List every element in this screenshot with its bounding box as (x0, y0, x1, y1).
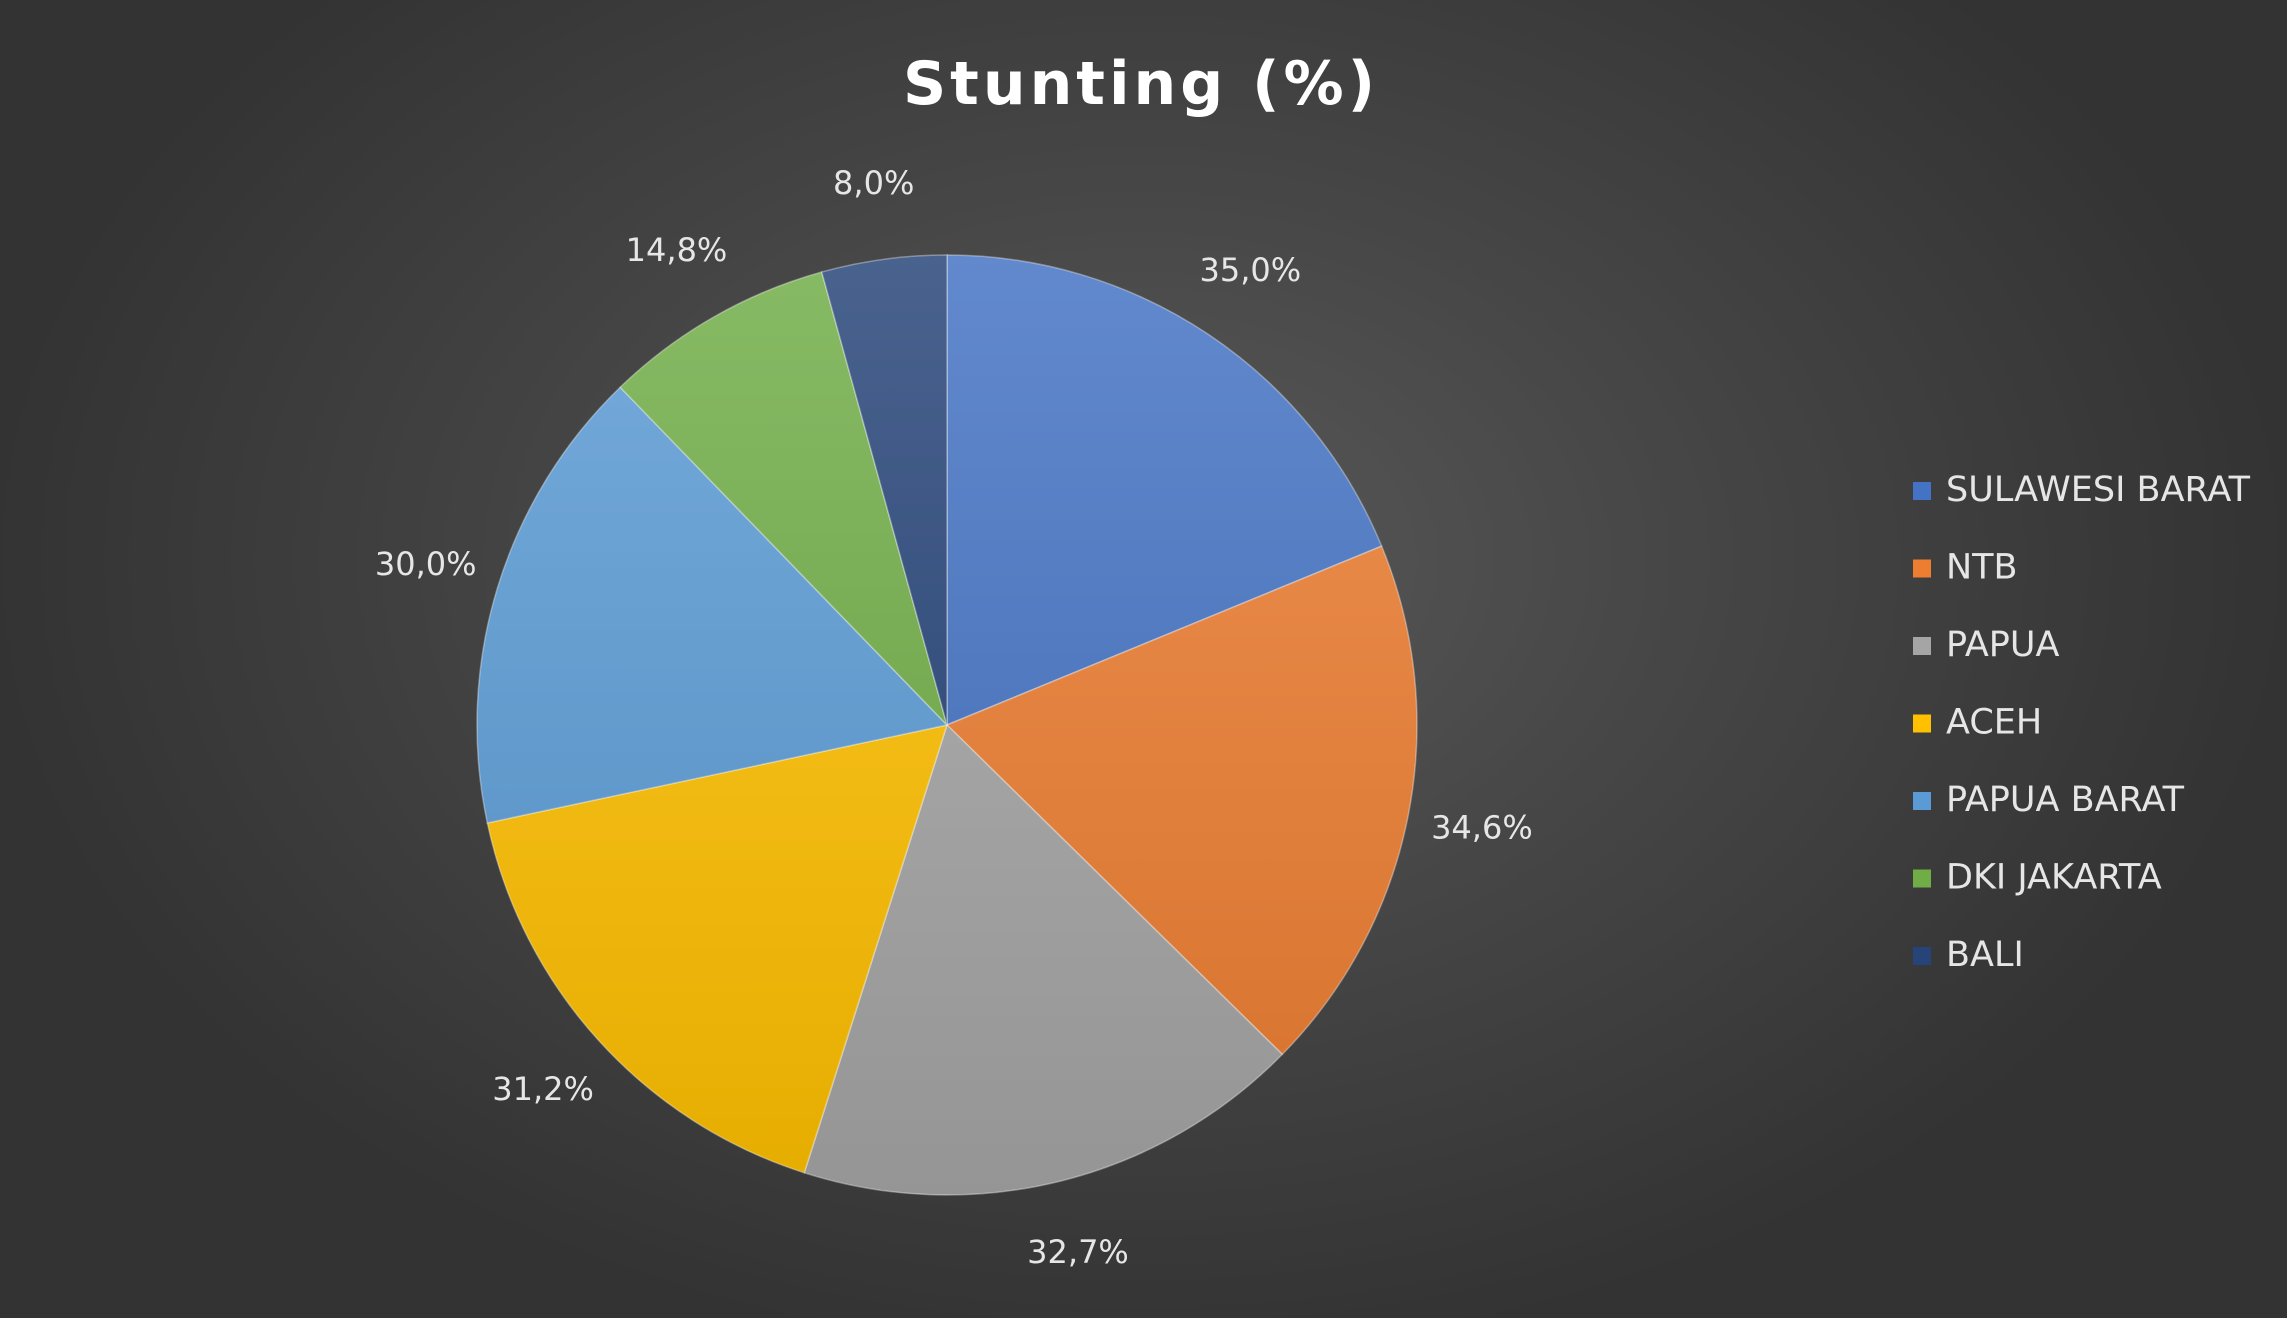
data-label-papua: 32,7% (1027, 1233, 1129, 1271)
data-label-ntb: 34,6% (1431, 809, 1533, 847)
legend-swatch (1913, 482, 1931, 500)
data-label-bali: 8,0% (833, 164, 914, 202)
legend-swatch (1913, 947, 1931, 965)
legend-item-papua: PAPUA (1913, 625, 2060, 665)
pie-slice-sulawesi-barat (946, 254, 1383, 727)
data-label-dki-jakarta: 14,8% (626, 231, 728, 269)
legend-item-ntb: NTB (1913, 548, 2018, 588)
legend-swatch (1913, 559, 1931, 578)
legend-swatch (1913, 714, 1931, 733)
legend-label: PAPUA BARAT (1946, 780, 2185, 820)
pie-slice-papua (803, 723, 1284, 1196)
legend: SULAWESI BARAT NTB PAPUA ACEH PAPUA BARAT DKI… (1913, 470, 2251, 975)
pie-slice-ntb (945, 545, 1418, 1056)
data-label-sulawesi-barat: 35,0% (1199, 251, 1301, 289)
legend-item-dki-jakarta: DKI JAKARTA (1913, 858, 2162, 898)
pie-slice-aceh (486, 723, 949, 1174)
legend-label: PAPUA (1946, 625, 2060, 665)
legend-swatch (1913, 637, 1931, 655)
data-label-papua-barat: 30,0% (375, 545, 477, 583)
legend-item-sulawesi-barat: SULAWESI BARAT (1913, 470, 2251, 510)
data-label-aceh: 31,2% (492, 1070, 594, 1108)
legend-label: NTB (1946, 548, 2018, 588)
pie-slice-bali (820, 254, 948, 726)
pie-slice-dki-jakarta (619, 271, 948, 726)
chart-title: Stunting (%) (903, 49, 1379, 119)
legend-item-aceh: ACEH (1913, 703, 2042, 743)
legend-label: ACEH (1946, 703, 2042, 743)
legend-swatch (1913, 869, 1931, 888)
data-labels: 35,0% 34,6% 32,7% 31,2% 30,0% 14,8% 8,0% (375, 164, 1533, 1271)
legend-label: BALI (1946, 935, 2024, 975)
legend-label: SULAWESI BARAT (1946, 470, 2251, 510)
legend-item-papua-barat: PAPUA BARAT (1913, 780, 2185, 820)
legend-swatch (1913, 792, 1931, 810)
legend-item-bali: BALI (1913, 935, 2024, 975)
legend-label: DKI JAKARTA (1946, 858, 2162, 898)
pie-slice-papua-barat (476, 386, 949, 824)
pie-slices (476, 254, 1418, 1196)
